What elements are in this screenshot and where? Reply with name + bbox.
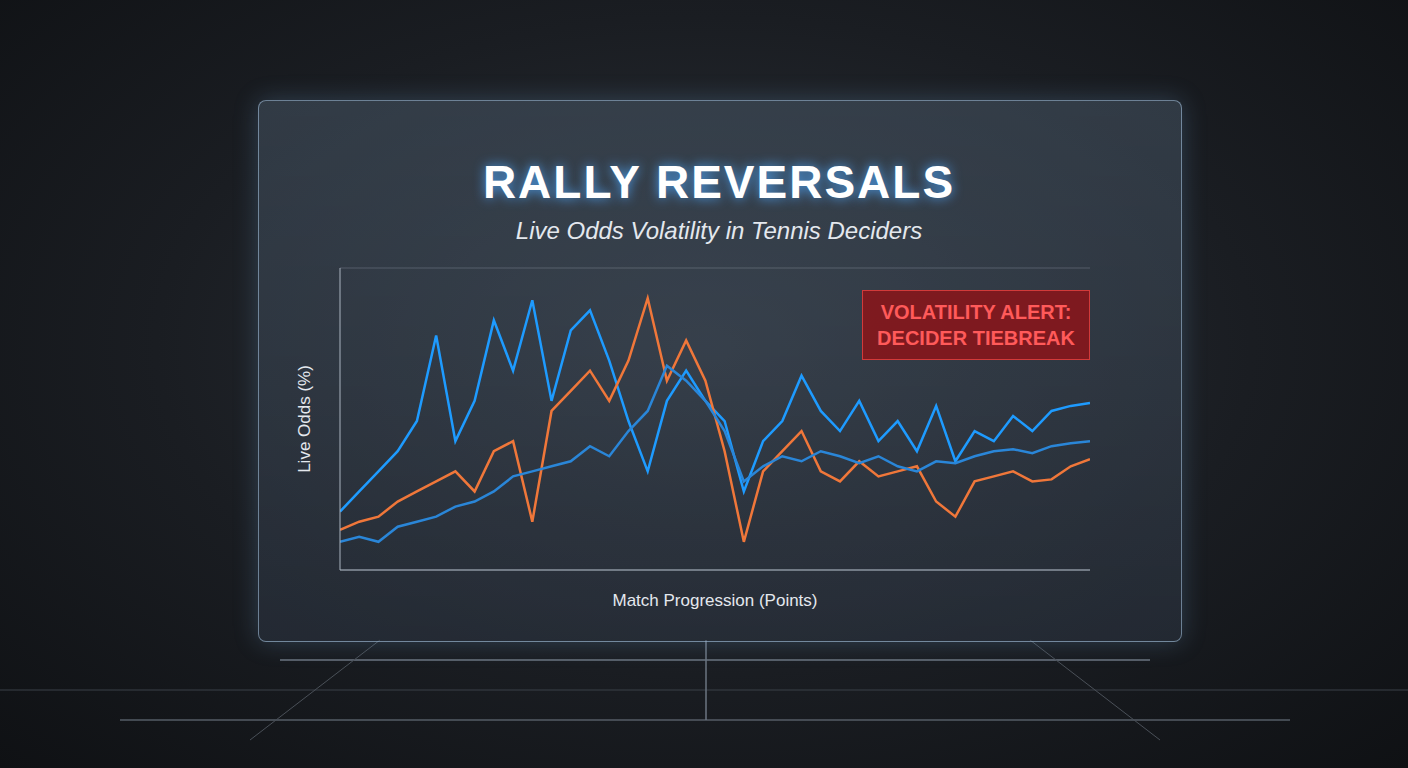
html-text:RALLY REVERSALS: RALLY REVERSALS xyxy=(482,156,956,208)
svg-text:Match Progression (Points): Match Progression (Points) xyxy=(612,591,817,610)
html-text:VOLATILITY ALERT: DECIDER TIEB: VOLATILITY ALERT: DECIDER TIEBREAK xyxy=(877,301,1075,349)
svg-text:Live Odds (%): Live Odds (%) xyxy=(295,365,314,473)
html-text:Live Odds Volatility in Tennis: Live Odds Volatility in Tennis Deciders xyxy=(515,217,923,244)
